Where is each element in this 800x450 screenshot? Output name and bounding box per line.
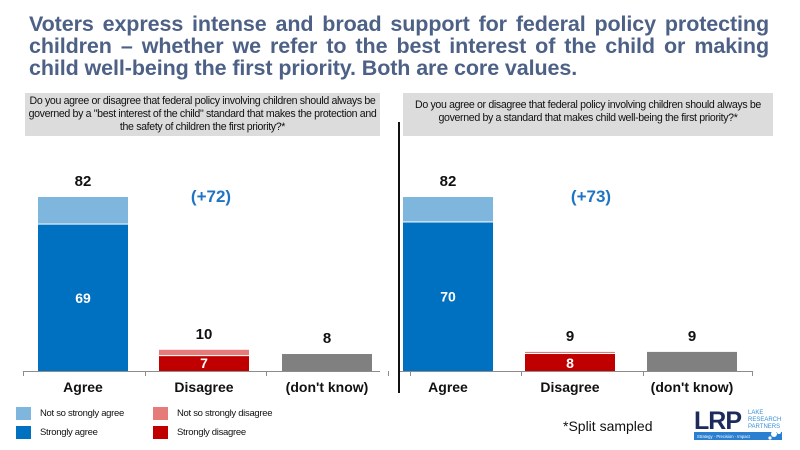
bar-inner-label: 69 (75, 290, 91, 306)
bar-total-label: 82 (75, 173, 92, 190)
logo-name-line: RESEARCH (748, 417, 781, 423)
question-box-right: Do you agree or disagree that federal po… (403, 93, 773, 136)
x-tick-label: Agree (428, 379, 468, 395)
logo-name-line: LAKE (748, 410, 763, 416)
x-tick-label: (don't know) (286, 379, 369, 395)
bar-inner-label: 8 (566, 355, 574, 371)
bar-inner-label: 7 (200, 355, 208, 371)
question-box-left: Do you agree or disagree that federal po… (25, 93, 380, 136)
bar-strongly-disagree (525, 354, 615, 371)
x-tick-label: Agree (63, 379, 103, 395)
bar-not-so-strongly-agree (38, 197, 128, 224)
net-margin-label: (+73) (571, 187, 611, 206)
bar-total-label: 82 (440, 173, 457, 190)
legend-swatch (16, 407, 31, 420)
bar-not-so-strongly-disagree (159, 349, 249, 356)
logo-mark: LRP (694, 407, 741, 435)
footnote: *Split sampled (563, 418, 653, 434)
puzzle-icon (768, 430, 781, 440)
bar-inner-label: 70 (440, 289, 456, 305)
x-tick-label: Disagree (540, 379, 599, 395)
bar-dont-know (282, 354, 372, 371)
legend-label: Not so strongly disagree (177, 408, 273, 419)
logo-tagline-bar (694, 432, 782, 440)
panel-divider (398, 122, 400, 393)
bar-total-label: 9 (688, 328, 696, 345)
legend-label: Strongly disagree (177, 427, 246, 438)
legend-swatch (16, 426, 31, 439)
bar-dont-know (647, 351, 737, 371)
logo-name-line: PARTNERS (748, 424, 780, 430)
bar-total-label: 9 (566, 328, 574, 345)
logo-tagline: Strategy · Precision · Impact (697, 434, 751, 439)
legend-label: Not so strongly agree (40, 408, 124, 419)
net-margin-label: (+72) (191, 187, 231, 206)
bar-total-label: 8 (323, 330, 331, 347)
x-tick-label: (don't know) (651, 379, 734, 395)
bar-total-label: 10 (196, 326, 213, 343)
slide-title: Voters express intense and broad support… (29, 12, 769, 80)
bar-strongly-agree (38, 224, 128, 371)
legend-swatch (153, 426, 168, 439)
lrp-logo: LRP LAKE RESEARCH PARTNERS Strategy · Pr… (694, 407, 782, 440)
bar-not-so-strongly-disagree (525, 351, 615, 354)
legend-label: Strongly agree (40, 427, 98, 438)
legend-swatch (153, 407, 168, 420)
bar-strongly-agree (403, 222, 493, 371)
bar-not-so-strongly-agree (403, 197, 493, 222)
x-tick-label: Disagree (174, 379, 233, 395)
bar-strongly-disagree (159, 356, 249, 371)
